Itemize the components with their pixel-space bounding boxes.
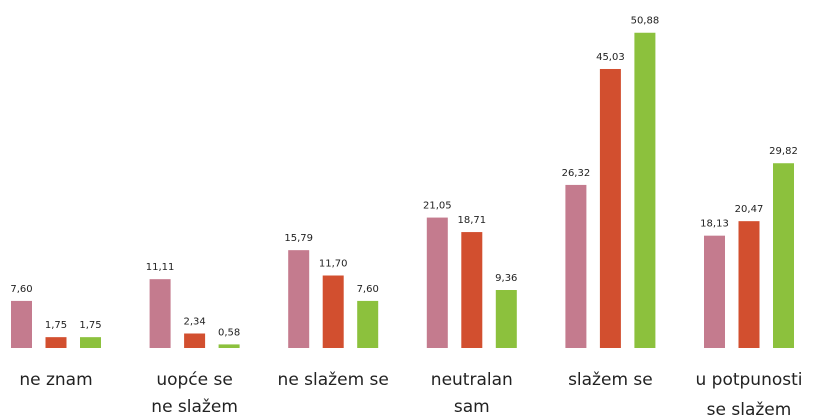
value-label: 1,75 — [45, 320, 67, 331]
bar — [288, 250, 310, 348]
category-label: slažem se — [568, 370, 653, 390]
value-label: 26,32 — [562, 168, 591, 179]
bar — [218, 344, 240, 348]
value-label: 18,71 — [457, 215, 486, 226]
value-label: 9,36 — [495, 273, 517, 284]
bar — [426, 217, 448, 348]
value-label: 21,05 — [423, 201, 452, 212]
value-label: 1,75 — [79, 320, 101, 331]
bar — [495, 290, 517, 348]
value-label: 11,11 — [146, 262, 175, 273]
bar — [738, 221, 760, 348]
bar — [11, 300, 32, 348]
value-label: 15,79 — [284, 233, 313, 244]
category-label: neutralan — [431, 370, 513, 390]
value-label: 45,03 — [596, 52, 625, 63]
bar — [322, 275, 344, 348]
bar — [634, 32, 656, 348]
bar — [461, 232, 483, 348]
category-label: se slažem — [707, 400, 792, 418]
value-label: 2,34 — [183, 317, 205, 328]
value-label: 7,60 — [10, 284, 32, 295]
bar — [773, 163, 794, 348]
value-label: 11,70 — [319, 259, 348, 270]
value-label: 50,88 — [631, 16, 660, 27]
bar — [149, 279, 171, 348]
bar — [599, 68, 621, 348]
category-label: u potpunosti — [695, 370, 802, 390]
category-label: ne slažem se — [278, 370, 389, 390]
value-label: 20,47 — [735, 204, 764, 215]
bar — [80, 337, 101, 348]
value-label: 18,13 — [700, 219, 729, 230]
bar — [184, 333, 206, 348]
value-label: 0,58 — [218, 327, 240, 338]
category-label: sam — [454, 397, 490, 417]
category-label: ne znam — [19, 370, 92, 390]
value-label: 29,82 — [769, 146, 798, 157]
value-label: 7,60 — [357, 284, 379, 295]
bar — [45, 337, 67, 348]
bar — [704, 235, 725, 348]
category-label: uopće se — [156, 370, 233, 390]
bar — [357, 300, 379, 348]
category-label: ne slažem — [151, 397, 238, 417]
bar — [565, 184, 587, 348]
